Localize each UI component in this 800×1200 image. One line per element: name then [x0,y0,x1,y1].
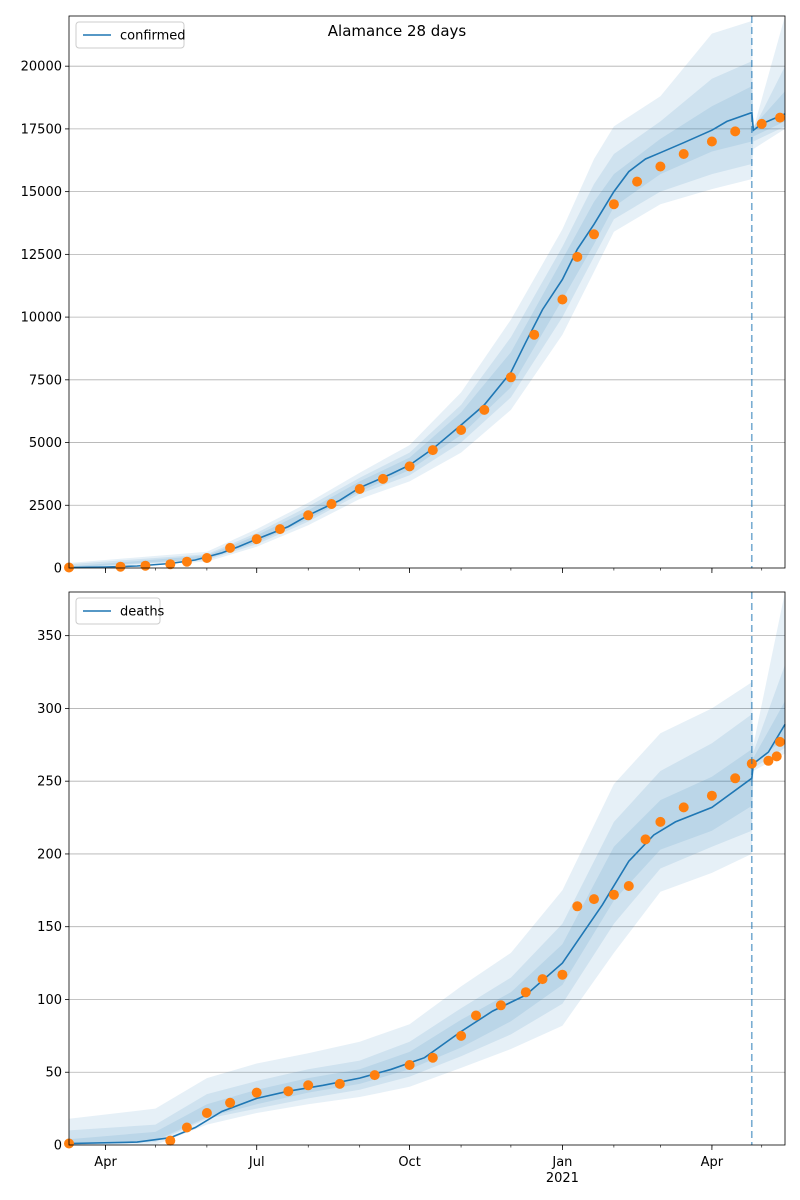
deaths-y-tick-label: 300 [37,702,62,717]
confirmed-observed-point [326,499,337,509]
confirmed-band-outer [69,16,785,568]
deaths-observed-point [537,974,548,985]
confirmed-legend-label: confirmed [120,29,186,44]
confirmed-observed-point [529,329,540,340]
confirmed-panel: 0 2500 5000 7500 10000 12500 15000 17500 20000 co… [21,15,786,577]
deaths-observed-point [334,1078,345,1089]
deaths-y-tick-label: 350 [37,629,62,644]
confirmed-observed-point [354,484,365,494]
confirmed-y-tick-label: 7500 [29,373,62,388]
confirmed-observed-point [756,118,767,129]
confirmed-observed-point [706,136,717,147]
confirmed-observed-point [730,126,741,137]
confirmed-observed-point [115,561,126,572]
deaths-observed-point [369,1070,380,1081]
confirmed-y-tick-label: 12500 [21,248,62,263]
confirmed-axes-frame [68,15,786,569]
confirmed-observed-point [165,559,176,570]
deaths-observed-point [251,1087,262,1098]
confirmed-observed-point [632,176,643,187]
deaths-y-tick-label: 0 [54,1139,62,1154]
deaths-observed-point [730,773,741,784]
deaths-observed-point [456,1030,467,1041]
deaths-observed-point [678,802,689,813]
confirmed-observed-point [275,524,285,535]
deaths-y-tick-label: 250 [37,775,62,790]
deaths-band-outer [69,592,785,1145]
confirmed-observed-point [505,372,516,383]
deaths-y-tick-label: 200 [37,847,62,862]
confirmed-observed-point [404,461,415,472]
confirmed-legend-box [75,21,185,49]
confirmed-observed-point [456,425,467,435]
deaths-observed-point [763,755,774,766]
deaths-observed-point [706,790,717,801]
deaths-x-tick-sublabel: 2021 [546,1171,579,1186]
confirmed-observed-point [557,294,568,305]
confirmed-observed-point [479,404,490,415]
confirmed-observed-point [608,199,619,210]
deaths-observed-point [283,1086,294,1097]
confirmed-observed-point [678,149,689,159]
deaths-x-tick-label: Oct [398,1155,420,1170]
confirmed-observed-point [251,534,262,545]
confirmed-observed-point [201,553,212,563]
chart-title: Alamance 28 days [328,22,467,40]
confirmed-band-inner [69,86,785,568]
deaths-y-tick-label: 50 [45,1066,62,1081]
deaths-observed-point [589,894,599,905]
deaths-observed-point [404,1060,415,1070]
deaths-observed-point [572,901,583,912]
deaths-observed-point [427,1052,438,1063]
deaths-observed-point [771,751,782,762]
deaths-observed-point [471,1010,481,1021]
deaths-x-tick-label: Jan [551,1155,572,1170]
deaths-observed-point [775,736,785,747]
confirmed-band-middle [69,61,785,568]
deaths-observed-point [165,1135,176,1146]
deaths-observed-point [201,1108,212,1118]
deaths-observed-point [225,1097,236,1108]
confirmed-y-tick-label: 0 [54,562,62,577]
confirmed-observed-point [181,556,192,567]
deaths-observed-point [640,834,651,845]
deaths-x-tick-label: Apr [701,1155,724,1170]
deaths-observed-point [655,816,666,827]
deaths-observed-point [495,1000,506,1011]
deaths-observed-point [557,969,568,980]
confirmed-observed-point [225,542,236,553]
confirmed-y-tick-label: 2500 [29,499,62,514]
deaths-axes-frame [68,591,786,1146]
confirmed-observed-point [427,445,438,456]
deaths-observed-point [520,987,531,998]
confirmed-observed-point [775,112,785,123]
confirmed-y-tick-label: 17500 [21,122,62,137]
confirmed-observed-point [572,251,583,262]
confirmed-y-tick-label: 10000 [21,311,62,326]
deaths-legend: deaths [75,597,165,625]
confirmed-y-tick-label: 15000 [21,185,62,200]
confirmed-y-tick-label: 5000 [29,436,62,451]
deaths-legend-box [75,597,161,625]
deaths-x-tick-label: Jul [248,1155,265,1170]
confirmed-y-tick-label: 20000 [21,60,62,75]
confirmed-observed-point [378,473,388,484]
confirmed-legend: confirmed [75,21,186,49]
deaths-observed-point [181,1122,192,1133]
deaths-model-line [68,723,786,1145]
deaths-x-tick-label: Apr [94,1155,117,1170]
deaths-band-middle [69,664,785,1145]
deaths-legend-label: deaths [120,605,165,620]
confirmed-observed-point [303,510,314,521]
confirmed-observed-point [655,161,666,172]
confirmed-observed-point [589,229,599,240]
deaths-y-tick-label: 150 [37,920,62,935]
deaths-observed-point [303,1080,314,1091]
deaths-observed-point [623,881,634,891]
confirmed-observed-point [140,560,151,571]
deaths-observed-point [608,889,619,900]
deaths-y-tick-label: 100 [37,993,62,1008]
